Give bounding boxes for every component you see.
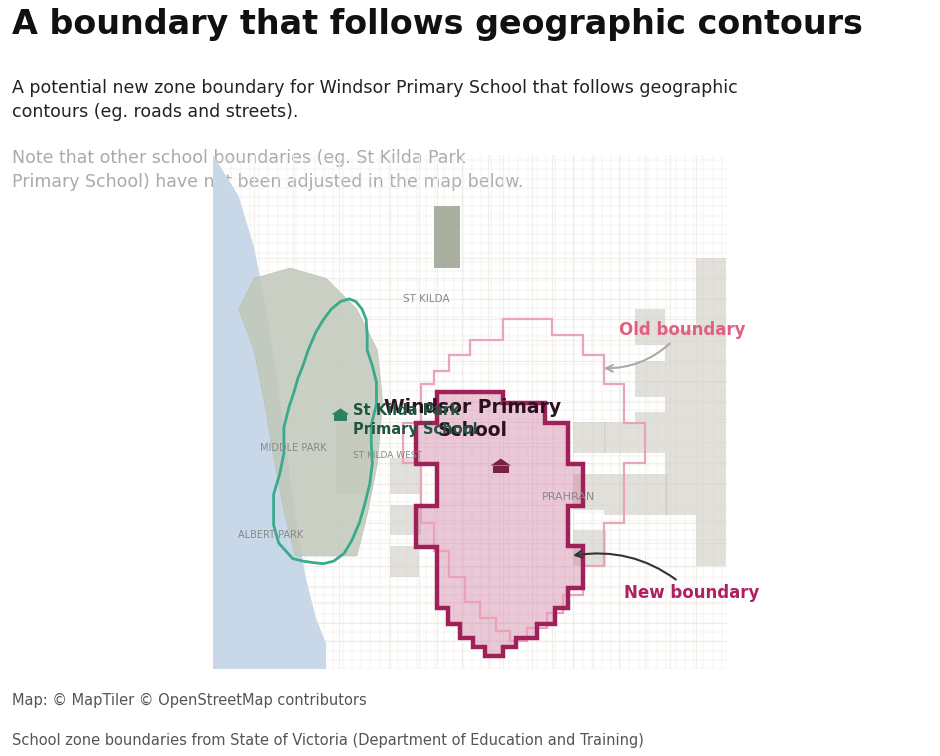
Bar	[634, 361, 666, 397]
Polygon shape	[334, 414, 348, 421]
Text: New boundary: New boundary	[575, 551, 760, 602]
Bar	[603, 474, 634, 515]
Polygon shape	[239, 268, 383, 556]
Bar	[572, 474, 603, 510]
Bar	[572, 530, 606, 566]
Bar	[634, 309, 666, 345]
Text: Old boundary: Old boundary	[606, 321, 745, 372]
Text: ST KILDA WEST: ST KILDA WEST	[353, 451, 422, 460]
Bar	[390, 546, 418, 577]
Bar	[603, 423, 634, 453]
Bar	[697, 258, 726, 566]
Polygon shape	[434, 206, 460, 268]
Bar	[634, 474, 668, 515]
Bar	[390, 458, 421, 494]
Text: Map: © MapTiler © OpenStreetMap contributors: Map: © MapTiler © OpenStreetMap contribu…	[12, 693, 367, 708]
Bar	[337, 423, 372, 453]
Text: Note that other school boundaries (eg. St Kilda Park
Primary School) have not be: Note that other school boundaries (eg. S…	[12, 149, 524, 191]
Text: A boundary that follows geographic contours: A boundary that follows geographic conto…	[12, 8, 863, 41]
Text: MIDDLE PARK: MIDDLE PARK	[260, 443, 327, 453]
Bar	[390, 504, 421, 535]
Bar	[572, 423, 606, 453]
Bar	[337, 453, 372, 494]
Text: ALBERT PARK: ALBERT PARK	[238, 531, 303, 541]
Text: A potential new zone boundary for Windsor Primary School that follows geographic: A potential new zone boundary for Windso…	[12, 79, 738, 121]
Bar	[666, 330, 697, 515]
Text: St Kilda Park
Primary School: St Kilda Park Primary School	[353, 403, 478, 436]
Polygon shape	[332, 408, 350, 414]
Text: ST KILDA: ST KILDA	[403, 294, 450, 304]
Bar	[634, 412, 666, 453]
Polygon shape	[491, 459, 511, 466]
Text: PRAHRAN: PRAHRAN	[542, 492, 595, 502]
Polygon shape	[213, 155, 326, 669]
Polygon shape	[493, 466, 509, 473]
Text: School zone boundaries from State of Victoria (Department of Education and Train: School zone boundaries from State of Vic…	[12, 733, 644, 748]
Text: Windsor Primary
School: Windsor Primary School	[384, 398, 561, 440]
Polygon shape	[416, 392, 583, 656]
